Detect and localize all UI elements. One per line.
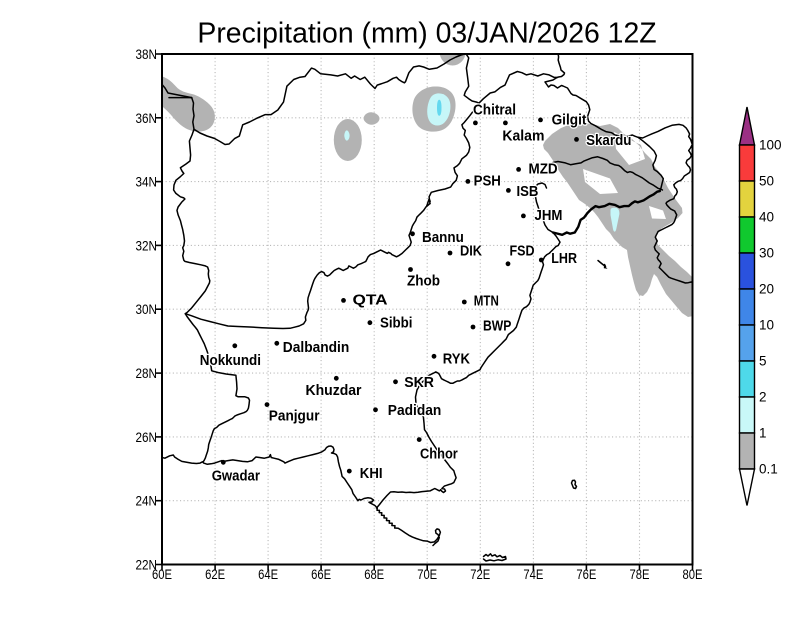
- svg-text:66E: 66E: [311, 567, 331, 582]
- svg-text:ISB: ISB: [517, 183, 539, 200]
- svg-text:PSH: PSH: [474, 173, 501, 190]
- svg-text:70E: 70E: [417, 567, 437, 582]
- svg-text:22N: 22N: [136, 558, 158, 573]
- svg-text:5: 5: [759, 354, 767, 369]
- svg-text:68E: 68E: [364, 567, 384, 582]
- svg-text:BWP: BWP: [483, 318, 511, 335]
- svg-text:KHI: KHI: [360, 465, 383, 482]
- svg-text:34N: 34N: [136, 175, 158, 190]
- svg-text:62E: 62E: [205, 567, 225, 582]
- svg-text:Panjgur: Panjgur: [269, 408, 320, 425]
- svg-text:Nokkundi: Nokkundi: [200, 352, 261, 369]
- svg-text:74E: 74E: [523, 567, 543, 582]
- svg-text:76E: 76E: [576, 567, 596, 582]
- svg-text:50: 50: [759, 174, 774, 189]
- svg-text:Gwadar: Gwadar: [212, 468, 260, 485]
- svg-text:Bannu: Bannu: [422, 229, 464, 246]
- svg-text:LHR: LHR: [551, 250, 577, 267]
- svg-text:RYK: RYK: [443, 351, 470, 368]
- svg-text:Dalbandin: Dalbandin: [283, 339, 350, 356]
- svg-text:38N: 38N: [136, 47, 158, 62]
- svg-text:26N: 26N: [136, 430, 158, 445]
- svg-text:Gilgit: Gilgit: [552, 112, 587, 129]
- svg-text:Kalam: Kalam: [502, 128, 544, 145]
- svg-text:10: 10: [759, 318, 774, 333]
- svg-text:24N: 24N: [136, 494, 158, 509]
- svg-text:40: 40: [759, 210, 774, 225]
- svg-text:30N: 30N: [136, 302, 158, 317]
- svg-text:0.1: 0.1: [759, 462, 778, 477]
- svg-text:2: 2: [759, 390, 767, 405]
- svg-text:DIK: DIK: [460, 243, 482, 260]
- svg-text:QTA: QTA: [353, 292, 388, 309]
- svg-text:78E: 78E: [630, 567, 650, 582]
- svg-text:80E: 80E: [683, 567, 703, 582]
- svg-text:Skardu: Skardu: [586, 132, 631, 149]
- svg-text:Precipitation (mm) 03/JAN/2026: Precipitation (mm) 03/JAN/2026 12Z: [197, 17, 656, 49]
- svg-text:JHM: JHM: [535, 207, 563, 224]
- svg-text:64E: 64E: [258, 567, 278, 582]
- svg-text:FSD: FSD: [510, 243, 535, 260]
- svg-text:28N: 28N: [136, 366, 158, 381]
- svg-text:60E: 60E: [152, 567, 172, 582]
- svg-text:20: 20: [759, 282, 774, 297]
- svg-text:Chhor: Chhor: [420, 446, 458, 463]
- svg-text:Zhob: Zhob: [407, 273, 440, 290]
- svg-text:MTN: MTN: [474, 293, 499, 310]
- svg-text:Sibbi: Sibbi: [380, 315, 413, 332]
- svg-text:32N: 32N: [136, 238, 158, 253]
- svg-text:MZD: MZD: [529, 161, 558, 178]
- svg-text:36N: 36N: [136, 111, 158, 126]
- svg-text:100: 100: [759, 138, 782, 153]
- svg-text:Chitral: Chitral: [473, 102, 516, 119]
- svg-text:72E: 72E: [470, 567, 490, 582]
- svg-text:SKR: SKR: [404, 374, 434, 391]
- svg-text:30: 30: [759, 246, 774, 261]
- svg-text:Padidan: Padidan: [388, 402, 442, 419]
- svg-text:1: 1: [759, 426, 767, 441]
- svg-text:Khuzdar: Khuzdar: [306, 382, 362, 399]
